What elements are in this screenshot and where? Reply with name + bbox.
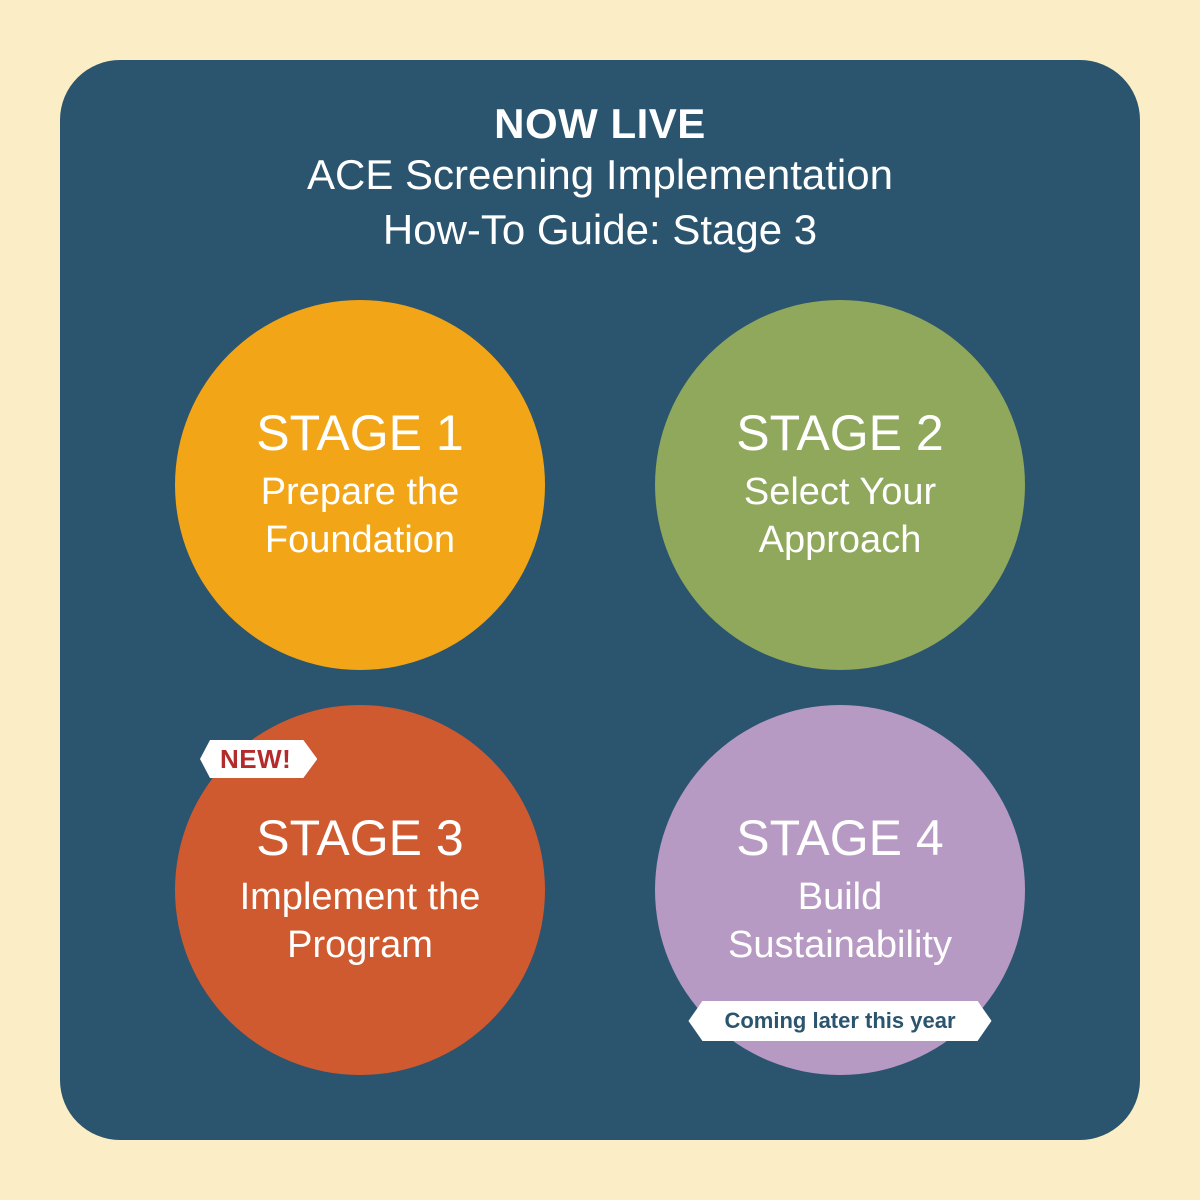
stage-1-title: STAGE 1 [256, 406, 463, 461]
stage-2-title: STAGE 2 [736, 406, 943, 461]
title-line-1: ACE Screening Implementation [60, 148, 1140, 203]
stage-1-circle: STAGE 1 Prepare the Foundation [175, 300, 545, 670]
stage-4-desc-line1: Build [798, 874, 883, 922]
new-badge: NEW! [200, 740, 317, 778]
stage-3-title: STAGE 3 [256, 811, 463, 866]
stage-2-circle: STAGE 2 Select Your Approach [655, 300, 1025, 670]
eyebrow: NOW LIVE [60, 100, 1140, 148]
stages-grid: STAGE 1 Prepare the Foundation STAGE 2 S… [60, 300, 1140, 1075]
header: NOW LIVE ACE Screening Implementation Ho… [60, 100, 1140, 257]
stage-3-desc-line2: Program [287, 922, 433, 970]
stage-1-desc-line2: Foundation [265, 517, 455, 565]
title-line-2: How-To Guide: Stage 3 [60, 203, 1140, 258]
stage-4-circle: STAGE 4 Build Sustainability Coming late… [655, 705, 1025, 1075]
stage-3-desc-line1: Implement the [240, 874, 481, 922]
stage-2-desc-line1: Select Your [744, 469, 936, 517]
coming-banner: Coming later this year [688, 1001, 991, 1041]
stage-2-desc-line2: Approach [759, 517, 922, 565]
infographic-card: NOW LIVE ACE Screening Implementation Ho… [60, 60, 1140, 1140]
stage-4-desc-line2: Sustainability [728, 922, 952, 970]
stage-3-circle: NEW! STAGE 3 Implement the Program [175, 705, 545, 1075]
stage-1-desc-line1: Prepare the [261, 469, 460, 517]
stage-4-title: STAGE 4 [736, 811, 943, 866]
